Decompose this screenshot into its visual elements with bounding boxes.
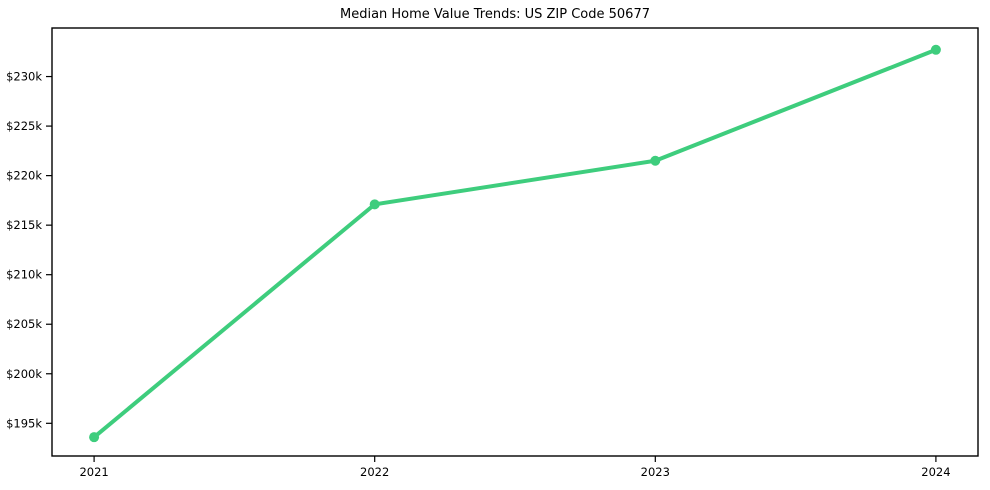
x-tick-label: 2024 [921,465,950,479]
x-tick-label: 2021 [79,465,108,479]
y-tick-label: $200k [6,367,42,381]
data-point-marker [89,432,100,443]
y-tick-label: $205k [6,317,42,331]
y-tick-label: $210k [6,268,42,282]
trend-line [92,47,938,440]
x-tick-label: 2022 [360,465,389,479]
chart-title: Median Home Value Trends: US ZIP Code 50… [339,7,650,22]
plot-border [51,27,979,457]
x-tick-label: 2023 [641,465,670,479]
data-point-marker [369,199,380,210]
y-tick-label: $215k [6,218,42,232]
data-point-marker [650,155,661,166]
y-tick-label: $230k [6,70,42,84]
data-point-marker [930,44,941,55]
y-tick-label: $195k [6,416,42,430]
y-tick-label: $225k [6,119,42,133]
y-tick-label: $220k [6,169,42,183]
